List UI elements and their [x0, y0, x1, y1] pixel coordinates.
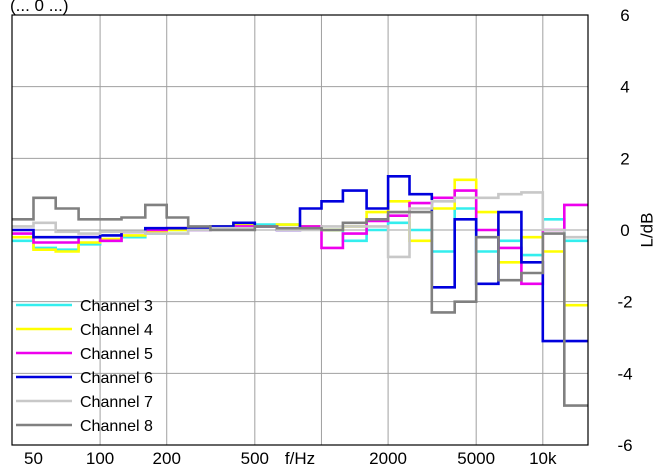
legend-label: Channel 7 — [80, 394, 153, 411]
x-tick-label: 2000 — [369, 449, 407, 468]
legend-label: Channel 3 — [80, 298, 153, 315]
series-lines — [12, 175, 588, 407]
x-tick-label: 50 — [24, 449, 43, 468]
legend-label: Channel 4 — [80, 322, 153, 339]
y-tick-label: -4 — [617, 364, 632, 383]
legend-label: Channel 6 — [80, 370, 153, 387]
y-tick-label: 2 — [620, 149, 629, 168]
legend-label: Channel 5 — [80, 346, 153, 363]
y-tick-label: 6 — [620, 6, 629, 25]
y-tick-label: 4 — [620, 78, 629, 97]
plot-frame — [11, 14, 589, 446]
x-tick-label: 5000 — [457, 449, 495, 468]
series-line-channel-4 — [12, 178, 588, 307]
series-line-channel-5 — [12, 189, 588, 286]
y-tick-label: -6 — [617, 436, 632, 455]
y-tick-label: -2 — [617, 293, 632, 312]
series-line-channel-7 — [12, 191, 588, 259]
header-text: (... 0 ...) — [10, 0, 69, 15]
y-tick-labels: 6 4 2 0 -2 -4 -6 — [617, 6, 632, 455]
legend: Channel 3 Channel 4 Channel 5 Channel 6 Chan… — [16, 298, 153, 435]
series-line-channel-8 — [12, 196, 588, 407]
y-axis-label: L/dB — [637, 213, 656, 248]
x-tick-label: 500 — [241, 449, 269, 468]
series-line-channel-6 — [12, 175, 588, 343]
legend-label: Channel 8 — [80, 418, 153, 435]
x-tick-label: 200 — [153, 449, 181, 468]
x-tick-label: 10k — [529, 449, 557, 468]
x-tick-label: 100 — [86, 449, 114, 468]
y-tick-label: 0 — [620, 221, 629, 240]
x-tick-labels: 50 100 200 500 2000 5000 10k — [24, 449, 557, 468]
x-axis-label: f/Hz — [285, 449, 315, 468]
